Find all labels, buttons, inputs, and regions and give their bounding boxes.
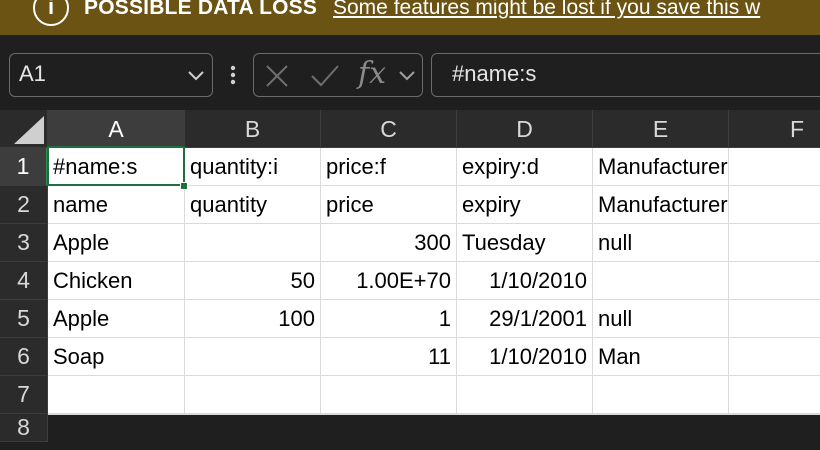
- formula-controls: fx: [253, 53, 423, 97]
- column-header-b[interactable]: B: [185, 110, 321, 148]
- cell-d1[interactable]: expiry:d: [457, 148, 593, 186]
- row-header-6[interactable]: 6: [0, 338, 48, 376]
- row-header-8[interactable]: 8: [0, 414, 48, 442]
- banner-title: POSSIBLE DATA LOSS: [84, 0, 318, 19]
- checkmark-icon[interactable]: [310, 63, 340, 89]
- cell-f4[interactable]: [729, 262, 820, 300]
- cell-b6[interactable]: [185, 338, 321, 376]
- fill-handle[interactable]: [180, 182, 188, 190]
- cell-a7[interactable]: [48, 376, 185, 414]
- cell-f2[interactable]: [729, 186, 820, 224]
- cancel-icon[interactable]: [264, 63, 290, 89]
- name-box[interactable]: A1: [9, 53, 213, 97]
- banner-message-link[interactable]: Some features might be lost if you save …: [333, 0, 761, 19]
- cell-d6[interactable]: 1/10/2010: [457, 338, 593, 376]
- cell-e7[interactable]: [593, 376, 729, 414]
- cell-c7[interactable]: [321, 376, 457, 414]
- cell-e5[interactable]: null: [593, 300, 729, 338]
- chevron-down-icon[interactable]: [397, 65, 417, 85]
- cell-f1[interactable]: [729, 148, 820, 186]
- row-header-7[interactable]: 7: [0, 376, 48, 414]
- info-icon: i: [33, 0, 69, 26]
- cell-f8[interactable]: [729, 414, 820, 415]
- name-box-value: A1: [19, 61, 46, 86]
- insert-function-button[interactable]: fx: [358, 56, 387, 91]
- select-all-button[interactable]: [0, 110, 48, 148]
- spreadsheet-grid: A B C D E F 1 #name:s quantity:i price:f expiry:d M…: [0, 110, 820, 450]
- cell-b2[interactable]: quantity: [185, 186, 321, 224]
- cell-e3[interactable]: null: [593, 224, 729, 262]
- cell-f3[interactable]: [729, 224, 820, 262]
- cell-e8[interactable]: [593, 414, 729, 415]
- row-header-2[interactable]: 2: [0, 186, 48, 224]
- row-header-4[interactable]: 4: [0, 262, 48, 300]
- column-header-f[interactable]: F: [729, 110, 820, 148]
- cell-e4[interactable]: [593, 262, 729, 300]
- cell-a8[interactable]: [48, 414, 185, 415]
- cell-b5[interactable]: 100: [185, 300, 321, 338]
- cell-d4[interactable]: 1/10/2010: [457, 262, 593, 300]
- column-header-d[interactable]: D: [457, 110, 593, 148]
- cell-b1[interactable]: quantity:i: [185, 148, 321, 186]
- cell-d5[interactable]: 29/1/2001: [457, 300, 593, 338]
- cell-c8[interactable]: [321, 414, 457, 415]
- cell-a1[interactable]: #name:s: [48, 148, 185, 186]
- cell-a3[interactable]: Apple: [48, 224, 185, 262]
- cell-d3[interactable]: Tuesday: [457, 224, 593, 262]
- cell-e2[interactable]: Manufacturer: [593, 186, 729, 224]
- cell-f6[interactable]: [729, 338, 820, 376]
- row-header-5[interactable]: 5: [0, 300, 48, 338]
- formula-content: #name:s: [452, 61, 537, 86]
- cell-a4[interactable]: Chicken: [48, 262, 185, 300]
- cell-c1[interactable]: price:f: [321, 148, 457, 186]
- cell-c6[interactable]: 11: [321, 338, 457, 376]
- cell-c5[interactable]: 1: [321, 300, 457, 338]
- cell-d8[interactable]: [457, 414, 593, 415]
- cell-a5[interactable]: Apple: [48, 300, 185, 338]
- cell-a6[interactable]: Soap: [48, 338, 185, 376]
- column-header-c[interactable]: C: [321, 110, 457, 148]
- row-header-3[interactable]: 3: [0, 224, 48, 262]
- cell-c3[interactable]: 300: [321, 224, 457, 262]
- cell-f5[interactable]: [729, 300, 820, 338]
- more-options-icon[interactable]: [227, 60, 239, 90]
- cell-c2[interactable]: price: [321, 186, 457, 224]
- column-header-a[interactable]: A: [48, 110, 185, 148]
- cell-f7[interactable]: [729, 376, 820, 414]
- formula-input[interactable]: #name:s: [431, 53, 820, 97]
- cell-d7[interactable]: [457, 376, 593, 414]
- chevron-down-icon[interactable]: [185, 64, 207, 86]
- cell-b8[interactable]: [185, 414, 321, 415]
- cell-e1[interactable]: Manufacturer:s: [593, 148, 745, 186]
- column-header-e[interactable]: E: [593, 110, 729, 148]
- cell-b7[interactable]: [185, 376, 321, 414]
- cell-b4[interactable]: 50: [185, 262, 321, 300]
- cell-b3[interactable]: [185, 224, 321, 262]
- cell-e6[interactable]: Man: [593, 338, 729, 376]
- cell-a2[interactable]: name: [48, 186, 185, 224]
- possible-data-loss-banner: i POSSIBLE DATA LOSS Some features might…: [0, 0, 820, 35]
- row-header-1[interactable]: 1: [0, 148, 48, 186]
- cell-c4[interactable]: 1.00E+70: [321, 262, 457, 300]
- select-all-triangle-icon: [14, 116, 44, 144]
- cell-d2[interactable]: expiry: [457, 186, 593, 224]
